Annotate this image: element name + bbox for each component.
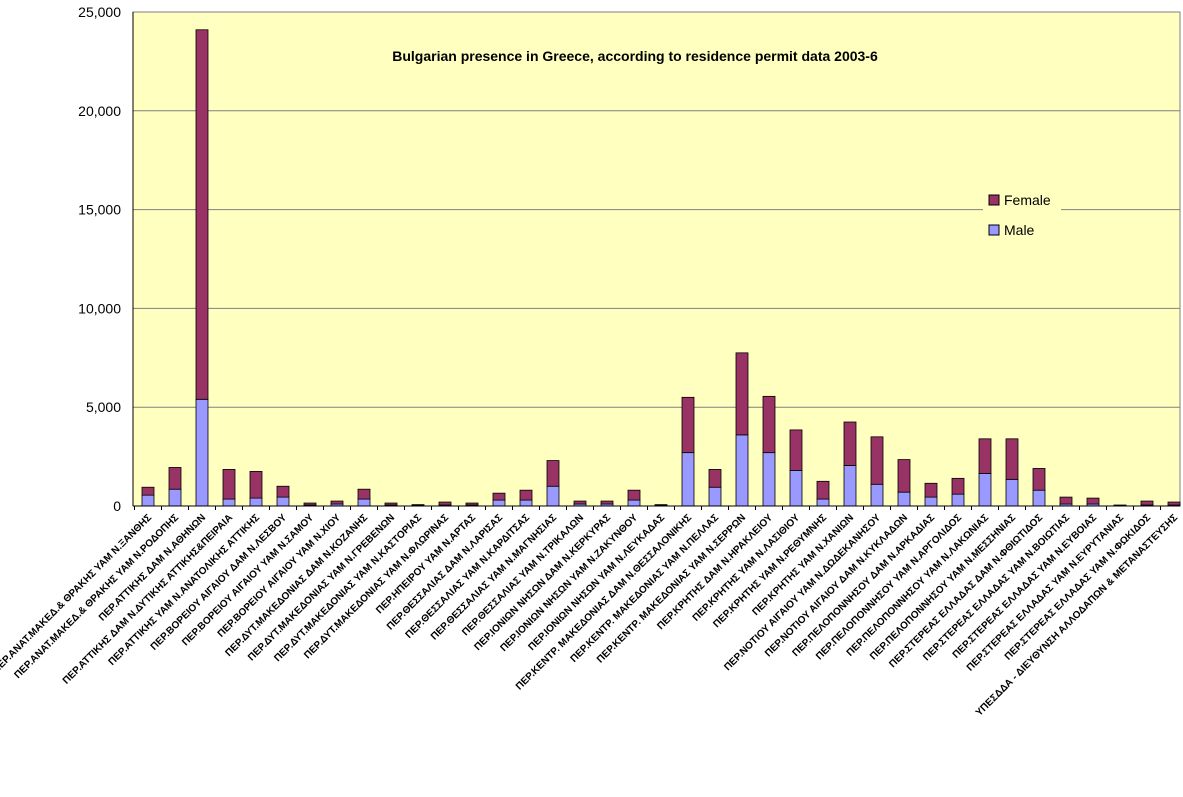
bar-segment-female	[924, 482, 938, 498]
bar-segment-female	[357, 488, 371, 500]
bar-segment-female	[762, 395, 776, 454]
bar-segment-male	[951, 493, 965, 507]
bar-segment-female	[735, 352, 749, 436]
x-category-label: ΥΠΕΣΔΔΑ - ΔΙΕΥΘΥΝΣΗ ΑΛΛΟΔΑΠΩΝ & ΜΕΤΑΝΑΣΤ…	[974, 512, 1180, 718]
bar-segment-female	[276, 485, 290, 498]
bar-segment-male	[195, 398, 209, 507]
bar-segment-male	[816, 498, 830, 507]
bar-segment-female	[141, 486, 155, 496]
y-tick-label: 25,000	[78, 4, 121, 20]
bar-segment-male	[222, 498, 236, 507]
bar-segment-male	[627, 499, 641, 507]
bar-segment-male	[897, 491, 911, 507]
y-tick-label: 10,000	[78, 300, 121, 316]
y-tick-label: 20,000	[78, 103, 121, 119]
legend-swatch-male	[988, 224, 1000, 236]
bar-segment-female	[1005, 438, 1019, 480]
bar-segment-male	[492, 499, 506, 507]
bar-segment-female	[870, 436, 884, 485]
bar-segment-female	[600, 500, 614, 505]
bar-segment-male	[168, 488, 182, 507]
legend-label-female: Female	[1004, 192, 1051, 208]
bar-segment-male	[141, 494, 155, 507]
bar-segment-female	[1140, 500, 1154, 506]
bar-segment-male	[1005, 478, 1019, 507]
bar-segment-male	[249, 497, 263, 507]
bar-segment-female	[168, 467, 182, 490]
y-tick-label: 0	[113, 498, 121, 514]
bar-segment-male	[924, 496, 938, 507]
bar-segment-male	[870, 483, 884, 507]
bar-segment-male	[978, 472, 992, 507]
bars	[141, 29, 1181, 507]
bar-segment-female	[222, 469, 236, 500]
gridlines	[133, 11, 1180, 408]
bar-segment-female	[1086, 497, 1100, 505]
bar-segment-female	[330, 500, 344, 505]
bar-segment-female	[654, 504, 668, 506]
legend-label-male: Male	[1004, 222, 1035, 238]
bar-segment-female	[708, 469, 722, 488]
legend-swatch-female	[988, 194, 1000, 206]
plot-area	[132, 11, 1181, 507]
bar-segment-female	[1059, 496, 1073, 505]
bar-segment-male	[681, 452, 695, 507]
bar-segment-female	[195, 29, 209, 400]
bar-segment-female	[519, 489, 533, 501]
bar-segment-male	[735, 434, 749, 507]
bar-segment-female	[492, 492, 506, 501]
bar-segment-female	[789, 429, 803, 471]
bar-segment-female	[897, 459, 911, 493]
bar-segment-female	[681, 396, 695, 454]
bar-segment-female	[627, 489, 641, 501]
y-tick-label: 15,000	[78, 202, 121, 218]
legend: Female Male	[983, 183, 1061, 245]
bar-segment-female	[978, 438, 992, 474]
bar-segment-male	[843, 465, 857, 507]
bar-segment-female	[411, 504, 425, 506]
bar-segment-female	[465, 502, 479, 506]
bar-segment-male	[1032, 489, 1046, 507]
bar-segment-male	[519, 499, 533, 507]
bar-segment-female	[438, 501, 452, 506]
bar-segment-male	[708, 486, 722, 507]
y-tick-label: 5,000	[86, 399, 121, 415]
bar-segment-male	[546, 485, 560, 507]
bar-segment-male	[762, 452, 776, 507]
bar-segment-male	[276, 496, 290, 507]
bar-segment-female	[303, 502, 317, 506]
bar-segment-female	[1032, 468, 1046, 491]
bar-segment-female	[816, 480, 830, 500]
bar-segment-female	[843, 421, 857, 466]
bar-segment-female	[546, 460, 560, 487]
bar-segment-female	[384, 502, 398, 506]
bar-segment-female	[1167, 501, 1181, 506]
bar-segment-female	[249, 471, 263, 499]
bar-segment-male	[357, 498, 371, 507]
chart-title: Bulgarian presence in Greece, according …	[392, 48, 878, 64]
bar-segment-female	[573, 500, 587, 505]
bar-segment-male	[789, 470, 803, 507]
bar-segment-female	[951, 477, 965, 495]
